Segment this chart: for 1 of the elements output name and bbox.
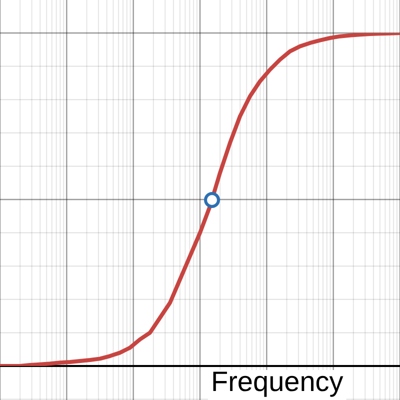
x-axis-title: Frequency — [211, 366, 344, 397]
